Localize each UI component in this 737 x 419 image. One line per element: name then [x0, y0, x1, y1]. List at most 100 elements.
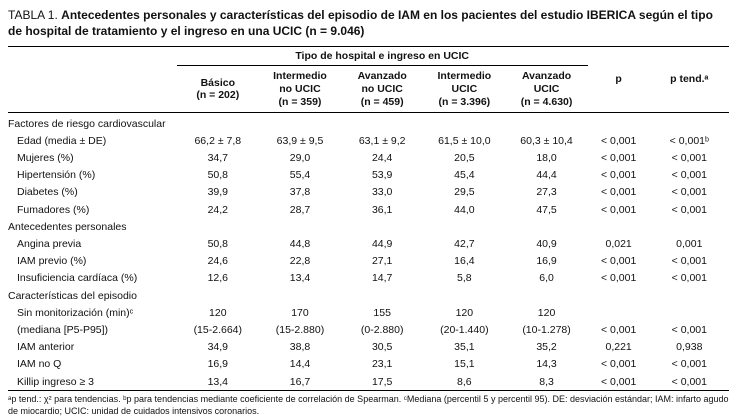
- value-cell: 34,7: [207, 151, 229, 164]
- row-label: IAM no Q: [17, 358, 62, 371]
- p-tend-cell: < 0,001: [671, 203, 707, 216]
- value-cell: 37,8: [289, 186, 311, 199]
- p-tend-cell: [650, 304, 729, 321]
- p-value-cell: < 0,001: [600, 272, 637, 285]
- p-tend-cell: < 0,001: [671, 169, 707, 182]
- p-value-cell: < 0,001: [600, 358, 637, 371]
- value-cell: 50,8: [207, 237, 229, 250]
- value-cell: 8,3: [539, 375, 554, 388]
- row-label: (mediana [P5-P95]): [17, 324, 109, 336]
- value-cell: 60,3 ± 10,4: [520, 134, 573, 147]
- value-cell: 16,4: [454, 255, 475, 268]
- value-cell: 27,3: [536, 186, 557, 199]
- table-row: (mediana [P5-P95]) (15-2.664) (15-2.880) (0…: [8, 322, 729, 339]
- value-cell: 44,8: [289, 237, 311, 250]
- value-cell: 16,9: [536, 255, 557, 268]
- row-label: Edad (media ± DE): [17, 134, 107, 147]
- section-row: Factores de riesgo cardiovascular: [8, 112, 729, 132]
- value-cell: 14,4: [289, 358, 311, 371]
- table-title-text: Antecedentes personales y característica…: [8, 8, 713, 39]
- value-cell: 13,4: [289, 272, 311, 285]
- column-header-row: Básico (n = 202) Intermedio no UCIC (n = …: [8, 65, 729, 113]
- value-cell: 120: [455, 306, 474, 319]
- p-value-cell: 0,221: [605, 341, 632, 354]
- value-cell: 18,0: [536, 151, 557, 164]
- p-tend-cell: < 0,001: [671, 186, 707, 199]
- row-label: Angina previa: [17, 237, 82, 250]
- row-label: Insuficiencia cardíaca (%): [17, 272, 138, 285]
- value-cell: 120: [209, 306, 227, 319]
- value-cell: 14,3: [536, 358, 557, 371]
- value-cell: 66,2 ± 7,8: [194, 134, 242, 147]
- value-cell: 27,1: [371, 255, 393, 268]
- value-cell: (20-1.440): [440, 324, 489, 336]
- p-value-cell: < 0,001: [600, 169, 637, 182]
- column-header: Intermedio no UCIC (n = 359): [258, 65, 342, 113]
- value-cell: 120: [537, 306, 556, 319]
- value-cell: 50,8: [207, 169, 229, 182]
- table-row: IAM no Q 16,9 14,4 23,1 15,1 14,3 < 0,001 < 0,0…: [8, 356, 729, 373]
- p-tend-column-header: p tend.ᵃ: [649, 46, 729, 113]
- value-cell: 20,5: [454, 151, 475, 164]
- table-header: Tipo de hospital e ingreso en UCIC p p t…: [8, 46, 729, 113]
- group-header-row: Tipo de hospital e ingreso en UCIC p p t…: [8, 46, 729, 113]
- table-row: Sin monitorización (min)ᶜ 120 170 155 120 120: [8, 304, 729, 321]
- p-value-cell: < 0,001: [600, 151, 637, 164]
- value-cell: 38,8: [289, 341, 311, 354]
- p-value-cell: [588, 304, 650, 321]
- column-header: Avanzado no UCIC (n = 459): [341, 65, 424, 113]
- value-cell: 29,5: [454, 186, 475, 199]
- p-column-header: p: [587, 46, 650, 113]
- table-row: Fumadores (%) 24,2 28,7 36,1 44,0 47,5 < 0,001…: [8, 201, 729, 218]
- value-cell: 44,0: [454, 203, 475, 216]
- row-label: IAM anterior: [17, 341, 75, 354]
- value-cell: 15,1: [454, 358, 475, 371]
- value-cell: 36,1: [371, 203, 393, 216]
- value-cell: (15-2.664): [193, 324, 243, 336]
- p-tend-cell: < 0,001: [671, 358, 707, 371]
- p-value-cell: 0,021: [605, 237, 632, 250]
- value-cell: 29,0: [289, 151, 311, 164]
- p-value-cell: < 0,001: [600, 186, 637, 199]
- value-cell: 45,4: [454, 169, 475, 182]
- value-cell: 47,5: [536, 203, 557, 216]
- footnotes: ᵃp tend.: χ² para tendencias. ᵇp para te…: [8, 394, 729, 416]
- value-cell: 28,7: [289, 203, 311, 216]
- p-tend-cell: < 0,001ᵇ: [669, 134, 709, 147]
- p-tend-cell: 0,938: [676, 341, 703, 354]
- value-cell: 5,8: [457, 272, 472, 285]
- label-column-header: [8, 46, 177, 113]
- value-cell: 53,9: [371, 169, 393, 182]
- value-cell: 30,5: [371, 341, 393, 354]
- table-row: Edad (media ± DE) 66,2 ± 7,8 63,9 ± 9,5 63,…: [8, 132, 729, 149]
- table-row: Insuficiencia cardíaca (%) 12,6 13,4 14,7 5,…: [8, 270, 729, 287]
- value-cell: 55,4: [289, 169, 311, 182]
- section-label: Antecedentes personales: [8, 220, 127, 233]
- p-value-cell: < 0,001: [600, 203, 637, 216]
- value-cell: (15-2.880): [275, 324, 325, 336]
- value-cell: 42,7: [454, 237, 475, 250]
- value-cell: 34,9: [207, 341, 229, 354]
- value-cell: 63,1 ± 9,2: [358, 134, 406, 147]
- table-row: Mujeres (%) 34,7 29,0 24,4 20,5 18,0 < 0,001 < …: [8, 149, 729, 166]
- column-header: Avanzado UCIC (n = 4.630): [505, 65, 588, 113]
- value-cell: 35,1: [454, 341, 475, 354]
- row-label: IAM previo (%): [17, 255, 87, 268]
- value-cell: 24,4: [371, 151, 393, 164]
- group-header: Tipo de hospital e ingreso en UCIC: [176, 46, 588, 67]
- table-row: IAM anterior 34,9 38,8 30,5 35,1 35,2 0,221 0,9…: [8, 339, 729, 356]
- row-label: Sin monitorización (min)ᶜ: [17, 306, 134, 319]
- p-tend-cell: < 0,001: [671, 324, 707, 336]
- value-cell: 17,5: [371, 375, 393, 388]
- value-cell: 16,7: [289, 375, 311, 388]
- value-cell: 22,8: [289, 255, 311, 268]
- table-row: Angina previa 50,8 44,8 44,9 42,7 40,9 0,021 0,…: [8, 235, 729, 252]
- row-label: Killip ingreso ≥ 3: [17, 375, 94, 388]
- value-cell: 12,6: [207, 272, 229, 285]
- value-cell: 16,9: [207, 358, 229, 371]
- value-cell: 155: [373, 306, 391, 319]
- value-cell: 13,4: [207, 375, 229, 388]
- value-cell: (10-1.278): [522, 324, 571, 336]
- p-tend-cell: < 0,001: [671, 151, 707, 164]
